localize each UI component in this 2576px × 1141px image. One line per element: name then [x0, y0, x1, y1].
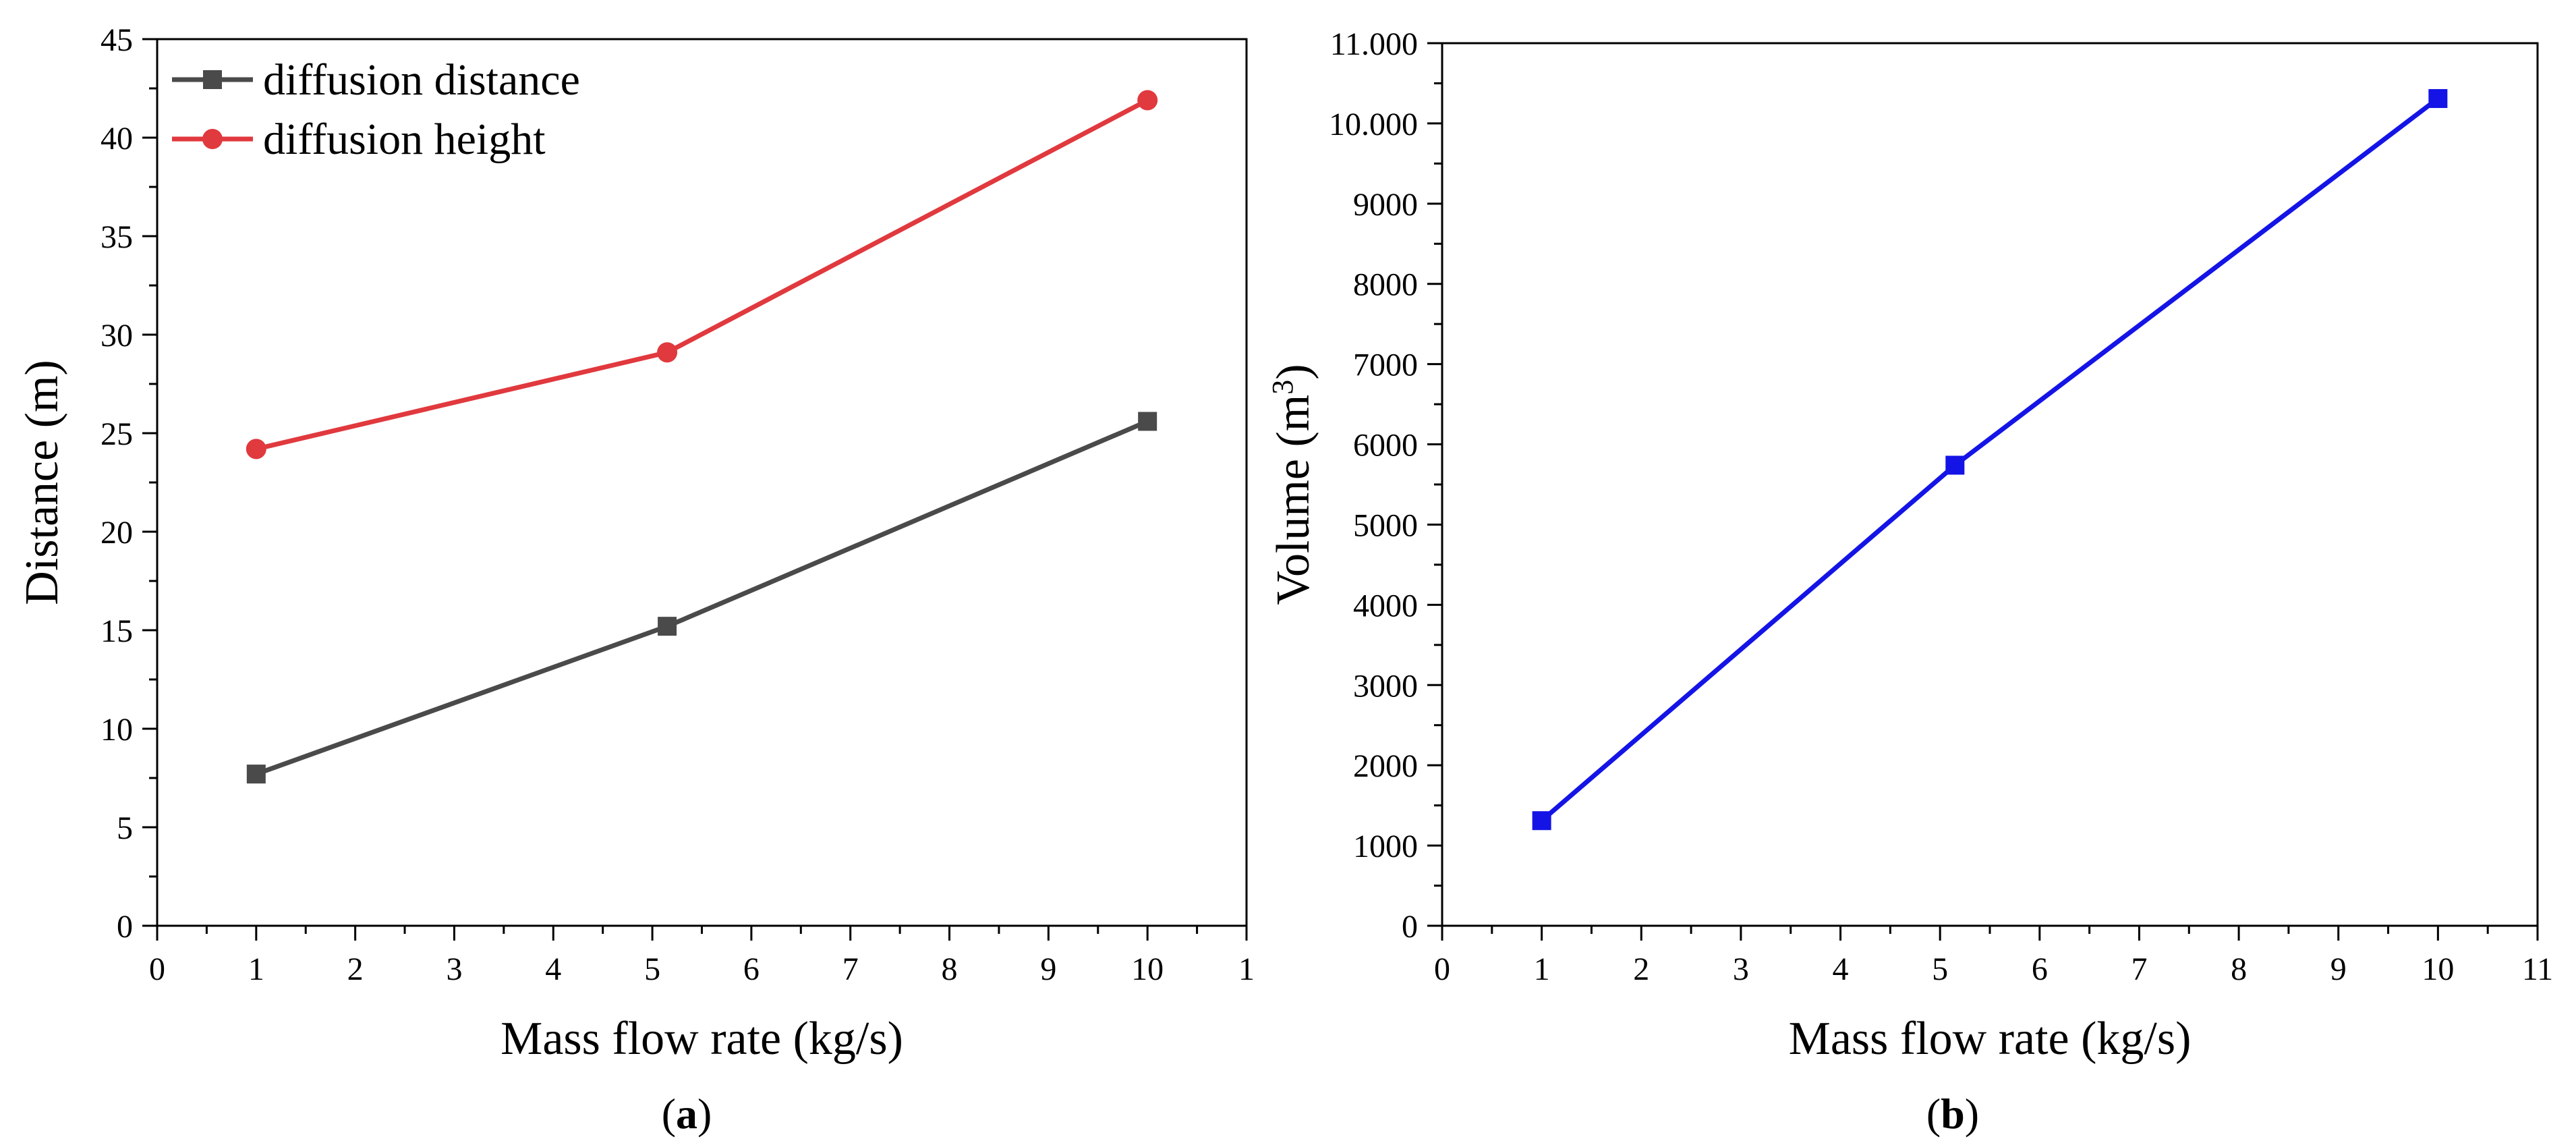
y-tick-label: 8000 — [1353, 267, 1418, 303]
x-tick-label: 4 — [545, 951, 561, 987]
y-tick-label: 2000 — [1353, 748, 1418, 784]
y-tick-label: 20 — [101, 515, 133, 551]
y-tick-label: 10.000 — [1329, 107, 1418, 142]
panel-label: (a) — [662, 1090, 712, 1138]
data-point — [2428, 89, 2448, 109]
y-tick-label: 45 — [101, 22, 133, 58]
panel-label-close: ) — [697, 1090, 712, 1138]
x-axis-title: Mass flow rate (kg/s) — [1789, 1013, 2192, 1065]
x-tick-label: 1 — [1534, 951, 1550, 987]
y-tick-label: 0 — [117, 909, 133, 945]
y-tick-label: 40 — [101, 121, 133, 157]
data-point — [246, 439, 266, 460]
series-line-diffusion-distance — [255, 419, 1149, 777]
y-tick-label: 5000 — [1353, 507, 1418, 543]
x-tick-label: 9 — [1040, 951, 1056, 987]
x-tick-label: 3 — [1733, 951, 1749, 987]
y-tick-label: 0 — [1402, 909, 1418, 945]
legend-marker — [202, 129, 223, 149]
x-tick-label: 11 — [2522, 951, 2553, 987]
x-tick-label: 9 — [2330, 951, 2347, 987]
series-line-volume — [1540, 96, 2440, 823]
legend-label: diffusion distance — [263, 55, 580, 105]
x-tick-label: 10 — [1131, 951, 1164, 987]
x-tick-label: 10 — [2422, 951, 2454, 987]
x-tick-label: 3 — [446, 951, 462, 987]
data-point — [1532, 811, 1551, 831]
y-axis-title: Distance (m) — [16, 360, 68, 605]
data-point — [246, 764, 266, 784]
y-tick-label: 35 — [101, 219, 133, 255]
x-tick-label: 5 — [644, 951, 660, 987]
y-axis-title-end: ) — [1267, 364, 1319, 379]
y-axis-title: Volume (m3) — [1266, 364, 1320, 605]
x-tick-label: 7 — [842, 951, 859, 987]
y-axis-title-main: Volume (m — [1267, 395, 1319, 605]
x-tick-label: 1 — [248, 951, 264, 987]
x-tick-label: 1 — [1238, 951, 1255, 987]
panel-label-letter: a — [676, 1090, 697, 1138]
y-tick-label: 30 — [101, 318, 133, 354]
x-tick-label: 2 — [347, 951, 364, 987]
y-tick-label: 7000 — [1353, 347, 1418, 383]
y-tick-label: 4000 — [1353, 588, 1418, 623]
x-tick-label: 8 — [942, 951, 958, 987]
panel-label: (b) — [1926, 1090, 1979, 1138]
legend-label: diffusion height — [263, 115, 546, 164]
legend-marker — [203, 70, 222, 89]
x-tick-label: 6 — [2032, 951, 2048, 987]
x-tick-label: 4 — [1833, 951, 1849, 987]
panel-label-open: ( — [662, 1090, 676, 1138]
data-point — [1138, 412, 1157, 431]
y-tick-label: 1000 — [1353, 829, 1418, 864]
y-tick-label: 6000 — [1353, 428, 1418, 464]
legend: diffusion distance diffusion height — [172, 55, 580, 164]
y-tick-label: 10 — [101, 712, 133, 748]
x-tick-label: 0 — [1434, 951, 1450, 987]
y-tick-label: 5 — [117, 810, 133, 846]
plot-frame — [156, 38, 1248, 927]
x-tick-label: 6 — [743, 951, 760, 987]
panel-label-letter: b — [1941, 1090, 1965, 1138]
x-tick-label: 8 — [2231, 951, 2247, 987]
plot-frame — [1441, 42, 2539, 927]
panel-label-open: ( — [1926, 1090, 1941, 1138]
y-axis-title-superscript: 3 — [1266, 380, 1299, 395]
panel-label-close: ) — [1965, 1090, 1979, 1138]
x-tick-label: 7 — [2131, 951, 2147, 987]
x-tick-label: 0 — [149, 951, 165, 987]
chart-panel-b: 0 1 2 3 4 5 6 7 8 9 10 11 0 1000 2000 3000 4000 5000 6000 7… — [1266, 26, 2554, 1138]
data-point — [657, 342, 678, 363]
y-tick-label: 11.000 — [1330, 26, 1418, 62]
y-tick-label: 3000 — [1353, 668, 1418, 704]
y-tick-label: 9000 — [1353, 187, 1418, 223]
y-tick-label: 15 — [101, 613, 133, 649]
data-point — [1945, 455, 1965, 475]
x-tick-label: 2 — [1633, 951, 1649, 987]
data-point — [1137, 90, 1158, 111]
y-tick-label: 25 — [101, 416, 133, 452]
x-tick-label: 5 — [1932, 951, 1948, 987]
x-axis-title: Mass flow rate (kg/s) — [500, 1013, 903, 1065]
data-point — [658, 617, 677, 636]
